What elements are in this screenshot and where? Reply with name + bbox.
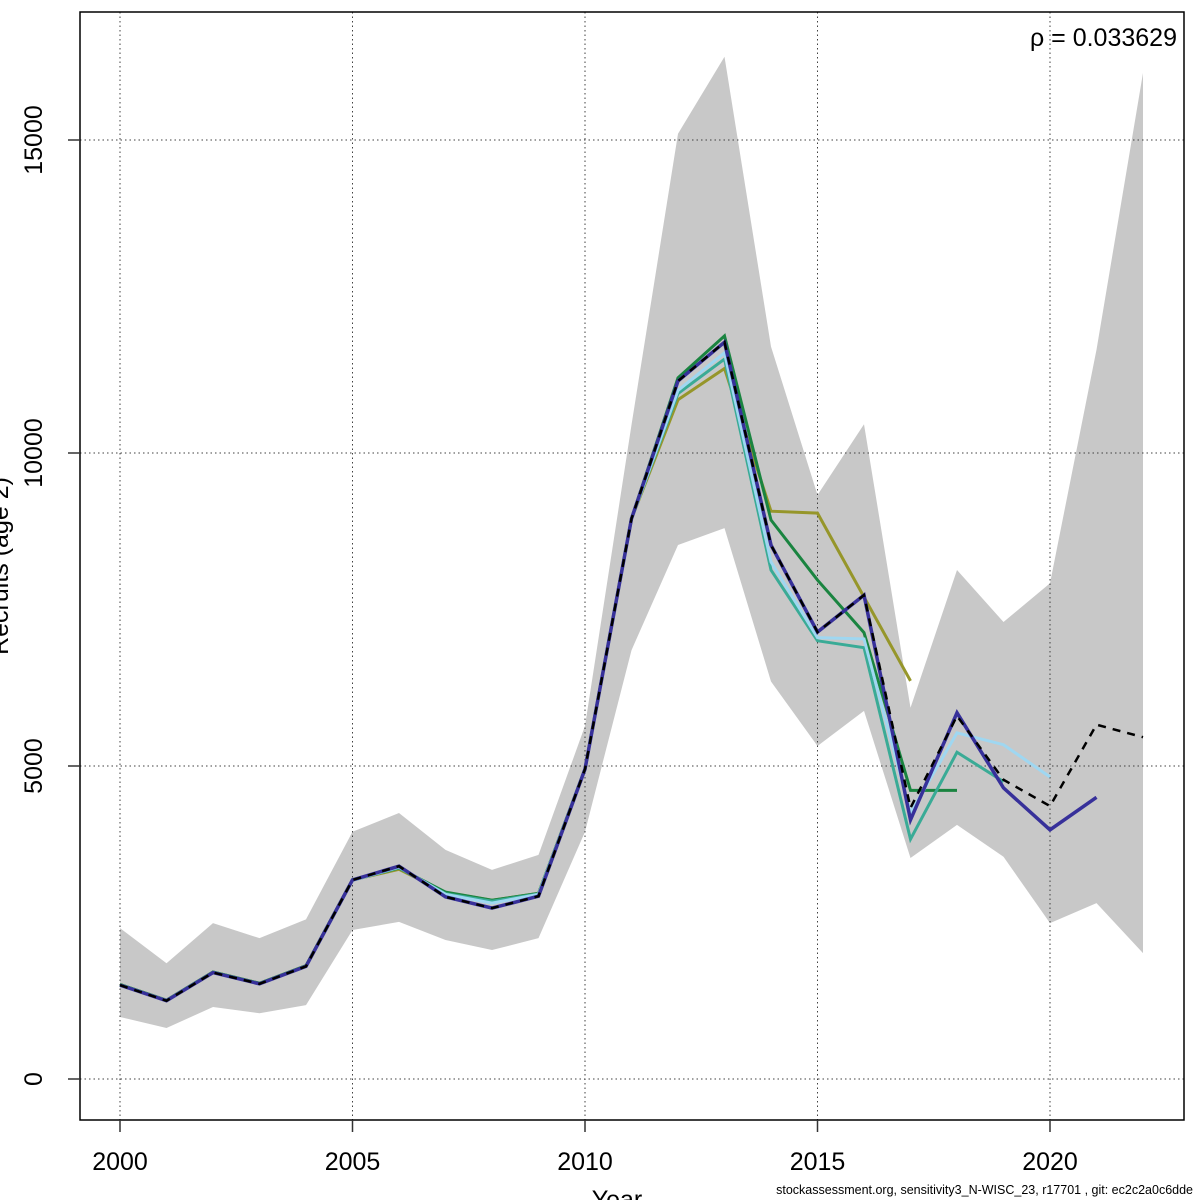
y-axis-title: Recruits (age 2) (0, 477, 14, 655)
x-tick-label: 2015 (790, 1148, 846, 1176)
series-lines (119, 333, 1144, 1003)
confidence-band (120, 56, 1143, 1028)
y-tick-label: 10000 (20, 418, 48, 488)
x-tick-label: 2010 (557, 1148, 613, 1176)
rho-annotation: ρ = 0.033629 (1030, 24, 1177, 52)
axis-ticks-and-labels: 2000 2005 2010 2015 2020 0 5000 10000 15000 (20, 105, 1078, 1176)
footer-credit: stockassessment.org, sensitivity3_N-WISC… (776, 1183, 1193, 1197)
gridlines (80, 12, 1184, 1120)
x-tick-label: 2005 (325, 1148, 381, 1176)
series-base-2022 (119, 339, 1144, 1003)
x-axis-title: Year (592, 1186, 643, 1200)
x-tick-label: 2020 (1022, 1148, 1078, 1176)
x-tick-label: 2000 (92, 1148, 148, 1176)
series-peel-2019 (119, 356, 1005, 1003)
y-tick-label: 0 (20, 1072, 48, 1086)
confidence-band-polygon (120, 56, 1143, 1028)
series-peel-2021 (119, 339, 1098, 1003)
y-tick-label: 5000 (20, 738, 48, 794)
plot-border (79, 11, 1185, 1121)
y-tick-label: 15000 (20, 105, 48, 175)
